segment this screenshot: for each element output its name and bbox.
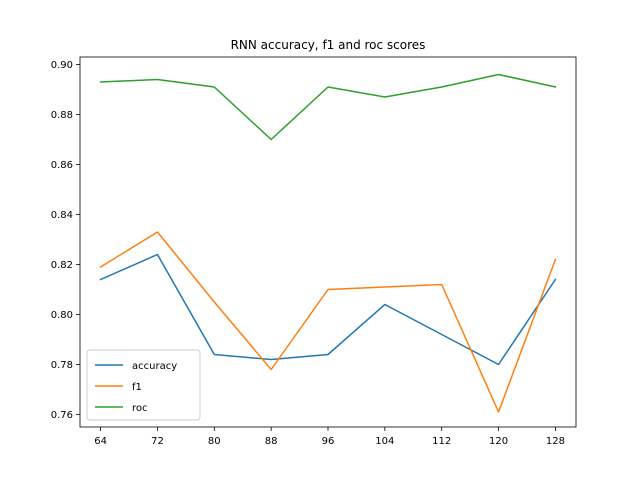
x-tick-label: 112 [432,436,451,447]
legend-label-f1: f1 [132,382,142,393]
chart-title: RNN accuracy, f1 and roc scores [231,38,426,52]
x-tick-label: 72 [151,436,164,447]
y-tick-label: 0.84 [51,210,73,221]
legend-label-accuracy: accuracy [132,361,177,372]
y-tick-label: 0.86 [51,160,73,171]
legend: accuracy f1 roc [86,349,201,421]
x-tick-label: 128 [546,436,565,447]
series-lines [99,73,557,413]
y-tick-label: 0.88 [51,110,73,121]
y-axis: 0.76 0.78 0.80 0.82 0.84 0.86 0.88 0.90 [51,60,80,421]
x-tick-label: 88 [265,436,278,447]
y-tick-label: 0.78 [51,360,73,371]
y-tick-label: 0.90 [51,60,73,71]
legend-label-roc: roc [132,403,148,414]
x-tick-label: 104 [375,436,394,447]
legend-box [86,349,201,421]
x-tick-label: 96 [322,436,335,447]
series-line-roc [99,73,557,141]
y-tick-label: 0.82 [51,260,73,271]
series-line-f1 [99,231,557,413]
series-line-accuracy [99,253,557,366]
y-tick-label: 0.76 [51,410,73,421]
y-tick-label: 0.80 [51,310,73,321]
x-axis: 64 72 80 88 96 104 112 120 128 [94,427,565,447]
x-tick-label: 80 [208,436,221,447]
x-tick-label: 120 [489,436,508,447]
x-tick-label: 64 [94,436,107,447]
